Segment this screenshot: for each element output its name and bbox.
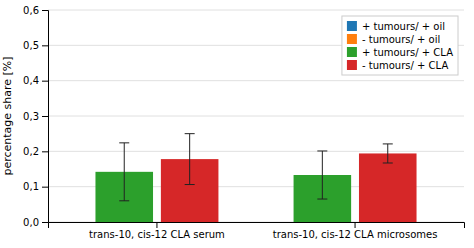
tick-label: 0,3: [23, 111, 39, 122]
marks: [95, 134, 416, 222]
grid-line: [48, 116, 464, 117]
tick-label: trans-10, cis-12 CLA microsomes: [273, 229, 438, 240]
error-bar: [383, 144, 393, 163]
tick: 0,0: [23, 217, 48, 228]
plot: 0,0 0,1 0,2 0,3 0,4 0,5 0,6 trans-10, cis-12 CL…: [1, 5, 465, 240]
tick-mark: [156, 222, 157, 228]
y-axis: 0,0 0,1 0,2 0,3 0,4 0,5 0,6: [23, 5, 48, 228]
tick: 0,6: [23, 5, 48, 16]
legend-label: - tumours/ + CLA: [362, 60, 448, 71]
x-axis: trans-10, cis-12 CLA serum trans-10, cis-…: [49, 222, 465, 240]
tick-mark: [42, 116, 48, 117]
tick-mark: [42, 222, 48, 223]
legend-label: + tumours/ + CLA: [362, 47, 453, 58]
axis-line: [49, 223, 465, 229]
tick-label: 0,1: [23, 181, 39, 192]
tick-mark: [42, 10, 48, 11]
grid: [48, 10, 464, 222]
legend: + tumours/ + oil - tumours/ + oil + tumour…: [342, 16, 458, 75]
tick-mark: [42, 151, 48, 152]
tick-mark: [42, 187, 48, 188]
tick-label: trans-10, cis-12 CLA serum: [89, 229, 225, 240]
legend-item: + tumours/ + CLA: [347, 47, 453, 58]
tick-label: 0,2: [23, 146, 39, 157]
tick: 0,4: [23, 75, 48, 86]
tick: trans-10, cis-12 CLA serum: [89, 222, 225, 240]
grid-line: [48, 80, 464, 81]
tick: 0,2: [23, 146, 48, 157]
tick: 0,1: [23, 181, 48, 192]
tick-label: 0,5: [23, 40, 39, 51]
legend-swatch: [347, 34, 357, 44]
error-bar: [185, 134, 195, 185]
legend-box: [342, 16, 458, 75]
tick: trans-10, cis-12 CLA microsomes: [273, 222, 438, 240]
tick: 0,5: [23, 40, 48, 51]
tick: 0,3: [23, 111, 48, 122]
tick-mark: [42, 81, 48, 82]
grid-line: [48, 151, 464, 152]
tick-label: 0,6: [23, 5, 39, 16]
legend-item: - tumours/ + oil: [347, 34, 440, 45]
chart: 0,0 0,1 0,2 0,3 0,4 0,5 0,6 trans-10, cis-12 CL…: [0, 0, 474, 248]
grid-line: [48, 10, 464, 11]
legend-item: - tumours/ + CLA: [347, 60, 448, 71]
legend-swatch: [347, 60, 357, 70]
legend-swatch: [347, 21, 357, 31]
tick-mark: [355, 222, 356, 228]
legend-item: + tumours/ + oil: [347, 21, 445, 32]
tick-label: 0,4: [23, 75, 39, 86]
legend-swatch: [347, 47, 357, 57]
tick-label: 0,0: [23, 217, 39, 228]
error-bar: [119, 143, 129, 201]
bar: [359, 153, 417, 222]
error-bar: [317, 151, 327, 199]
legend-label: - tumours/ + oil: [362, 34, 440, 45]
legend-label: + tumours/ + oil: [362, 21, 445, 32]
y-axis-title: percentage share [%]: [1, 56, 14, 175]
tick-mark: [42, 45, 48, 46]
axis-line: [42, 11, 49, 223]
